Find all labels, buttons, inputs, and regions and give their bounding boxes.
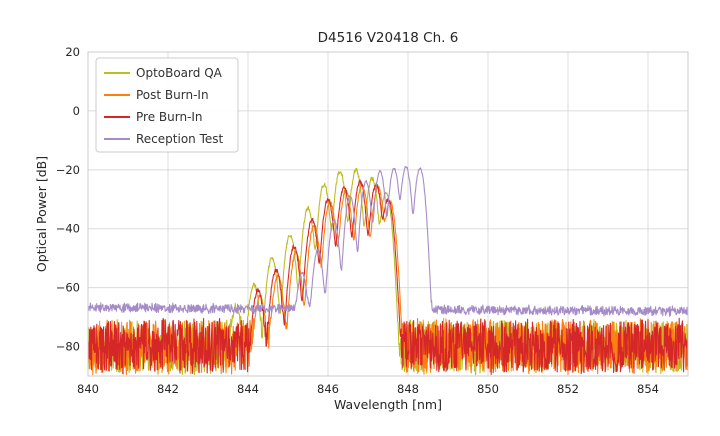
legend: OptoBoard QA Post Burn-In Pre Burn-In Re…	[95, 57, 239, 153]
y-tick-label: −20	[56, 163, 80, 177]
legend-label-optoboard-qa: OptoBoard QA	[136, 66, 223, 80]
series-lines	[88, 166, 688, 376]
x-tick-label: 848	[397, 382, 419, 396]
y-tick-label: 0	[73, 104, 80, 118]
x-tick-label: 844	[237, 382, 259, 396]
y-tick-label: −80	[56, 340, 80, 354]
series-line-3	[88, 166, 688, 317]
legend-label-reception-test: Reception Test	[136, 132, 224, 146]
x-tick-label: 850	[477, 382, 499, 396]
plot-frame	[87, 51, 689, 377]
axis-tick-labels: 840 842 844 846 848 850 852 854 20 0 −20 −40 −60 −80	[56, 45, 659, 396]
y-tick-label: −60	[56, 281, 80, 295]
y-tick-label: −40	[56, 222, 80, 236]
legend-box	[95, 57, 239, 153]
legend-label-post-burn-in: Post Burn-In	[136, 88, 209, 102]
x-tick-label: 840	[77, 382, 99, 396]
chart-title: D4516 V20418 Ch. 6	[318, 30, 459, 46]
x-axis-label: Wavelength [nm]	[334, 397, 442, 412]
x-tick-label: 842	[157, 382, 179, 396]
x-tick-label: 852	[557, 382, 579, 396]
legend-label-pre-burn-in: Pre Burn-In	[136, 110, 203, 124]
y-tick-label: 20	[65, 45, 80, 59]
x-tick-label: 846	[317, 382, 339, 396]
y-axis-label: Optical Power [dB]	[34, 156, 49, 272]
series-line-2	[88, 179, 688, 376]
x-tick-label: 854	[637, 382, 659, 396]
